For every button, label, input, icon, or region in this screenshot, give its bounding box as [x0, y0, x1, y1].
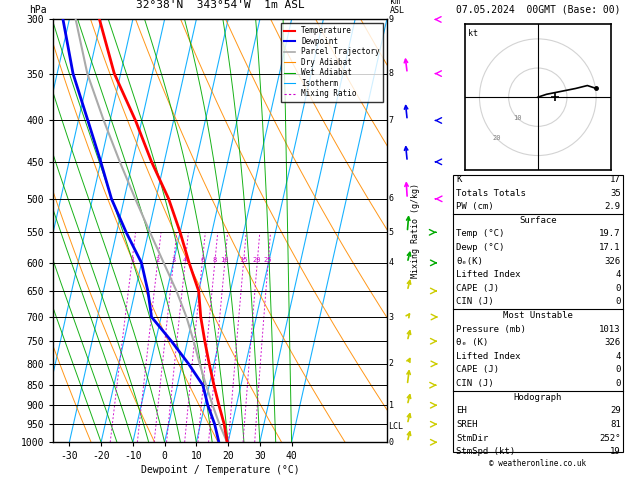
Text: Most Unstable: Most Unstable — [503, 311, 573, 320]
Text: 4: 4 — [389, 259, 394, 267]
Text: 32°38'N  343°54'W  1m ASL: 32°38'N 343°54'W 1m ASL — [136, 0, 304, 10]
Text: 3: 3 — [389, 312, 394, 322]
Text: 3: 3 — [171, 257, 175, 263]
Text: StmSpd (kt): StmSpd (kt) — [456, 447, 515, 456]
Text: 0: 0 — [615, 379, 621, 388]
Text: 10: 10 — [513, 115, 521, 121]
Text: Totals Totals: Totals Totals — [456, 189, 526, 198]
Text: 6: 6 — [200, 257, 204, 263]
Text: SREH: SREH — [456, 420, 477, 429]
Text: km
ASL: km ASL — [390, 0, 405, 15]
Text: EH: EH — [456, 406, 467, 416]
Text: hPa: hPa — [30, 4, 47, 15]
Text: Surface: Surface — [519, 216, 557, 225]
Text: 81: 81 — [610, 420, 621, 429]
Text: 0: 0 — [615, 284, 621, 293]
Text: Mixing Ratio (g/kg): Mixing Ratio (g/kg) — [411, 183, 420, 278]
Text: Dewp (°C): Dewp (°C) — [456, 243, 504, 252]
Text: 15: 15 — [239, 257, 248, 263]
Text: 1: 1 — [130, 257, 134, 263]
Text: 07.05.2024  00GMT (Base: 00): 07.05.2024 00GMT (Base: 00) — [455, 4, 620, 15]
Text: 0: 0 — [389, 438, 394, 447]
Text: 6: 6 — [389, 194, 394, 203]
Text: K: K — [456, 175, 462, 184]
Text: 20: 20 — [253, 257, 262, 263]
Text: 25: 25 — [264, 257, 272, 263]
Text: 2: 2 — [155, 257, 160, 263]
Text: 1013: 1013 — [599, 325, 621, 334]
Text: CAPE (J): CAPE (J) — [456, 365, 499, 375]
Text: Pressure (mb): Pressure (mb) — [456, 325, 526, 334]
Text: 2: 2 — [389, 359, 394, 368]
Text: 252°: 252° — [599, 434, 621, 443]
Text: 1: 1 — [389, 401, 394, 410]
Text: Hodograph: Hodograph — [514, 393, 562, 402]
Text: Lifted Index: Lifted Index — [456, 352, 521, 361]
Text: 19: 19 — [610, 447, 621, 456]
Text: LCL: LCL — [389, 421, 403, 431]
Text: PW (cm): PW (cm) — [456, 202, 494, 211]
Text: 4: 4 — [615, 352, 621, 361]
Text: θₑ (K): θₑ (K) — [456, 338, 488, 347]
Text: 7: 7 — [389, 116, 394, 125]
Text: CIN (J): CIN (J) — [456, 379, 494, 388]
Text: 9: 9 — [389, 15, 394, 24]
Text: CAPE (J): CAPE (J) — [456, 284, 499, 293]
Legend: Temperature, Dewpoint, Parcel Trajectory, Dry Adiabat, Wet Adiabat, Isotherm, Mi: Temperature, Dewpoint, Parcel Trajectory… — [281, 23, 383, 102]
Text: 326: 326 — [604, 257, 621, 266]
Text: kt: kt — [468, 29, 478, 38]
Text: 10: 10 — [221, 257, 229, 263]
Text: 4: 4 — [615, 270, 621, 279]
Text: 29: 29 — [610, 406, 621, 416]
Text: 0: 0 — [615, 297, 621, 307]
Text: 35: 35 — [610, 189, 621, 198]
Text: Lifted Index: Lifted Index — [456, 270, 521, 279]
Text: © weatheronline.co.uk: © weatheronline.co.uk — [489, 459, 586, 469]
Text: 4: 4 — [183, 257, 187, 263]
Text: 19.7: 19.7 — [599, 229, 621, 239]
Text: 0: 0 — [615, 365, 621, 375]
Text: StmDir: StmDir — [456, 434, 488, 443]
Text: 20: 20 — [493, 135, 501, 141]
Text: 8: 8 — [389, 69, 394, 78]
Text: CIN (J): CIN (J) — [456, 297, 494, 307]
Text: 2.9: 2.9 — [604, 202, 621, 211]
X-axis label: Dewpoint / Temperature (°C): Dewpoint / Temperature (°C) — [141, 466, 299, 475]
Text: 5: 5 — [389, 228, 394, 237]
Text: 17.1: 17.1 — [599, 243, 621, 252]
Text: Temp (°C): Temp (°C) — [456, 229, 504, 239]
Text: 17: 17 — [610, 175, 621, 184]
Text: 8: 8 — [213, 257, 217, 263]
Text: θₑ(K): θₑ(K) — [456, 257, 483, 266]
Text: 326: 326 — [604, 338, 621, 347]
